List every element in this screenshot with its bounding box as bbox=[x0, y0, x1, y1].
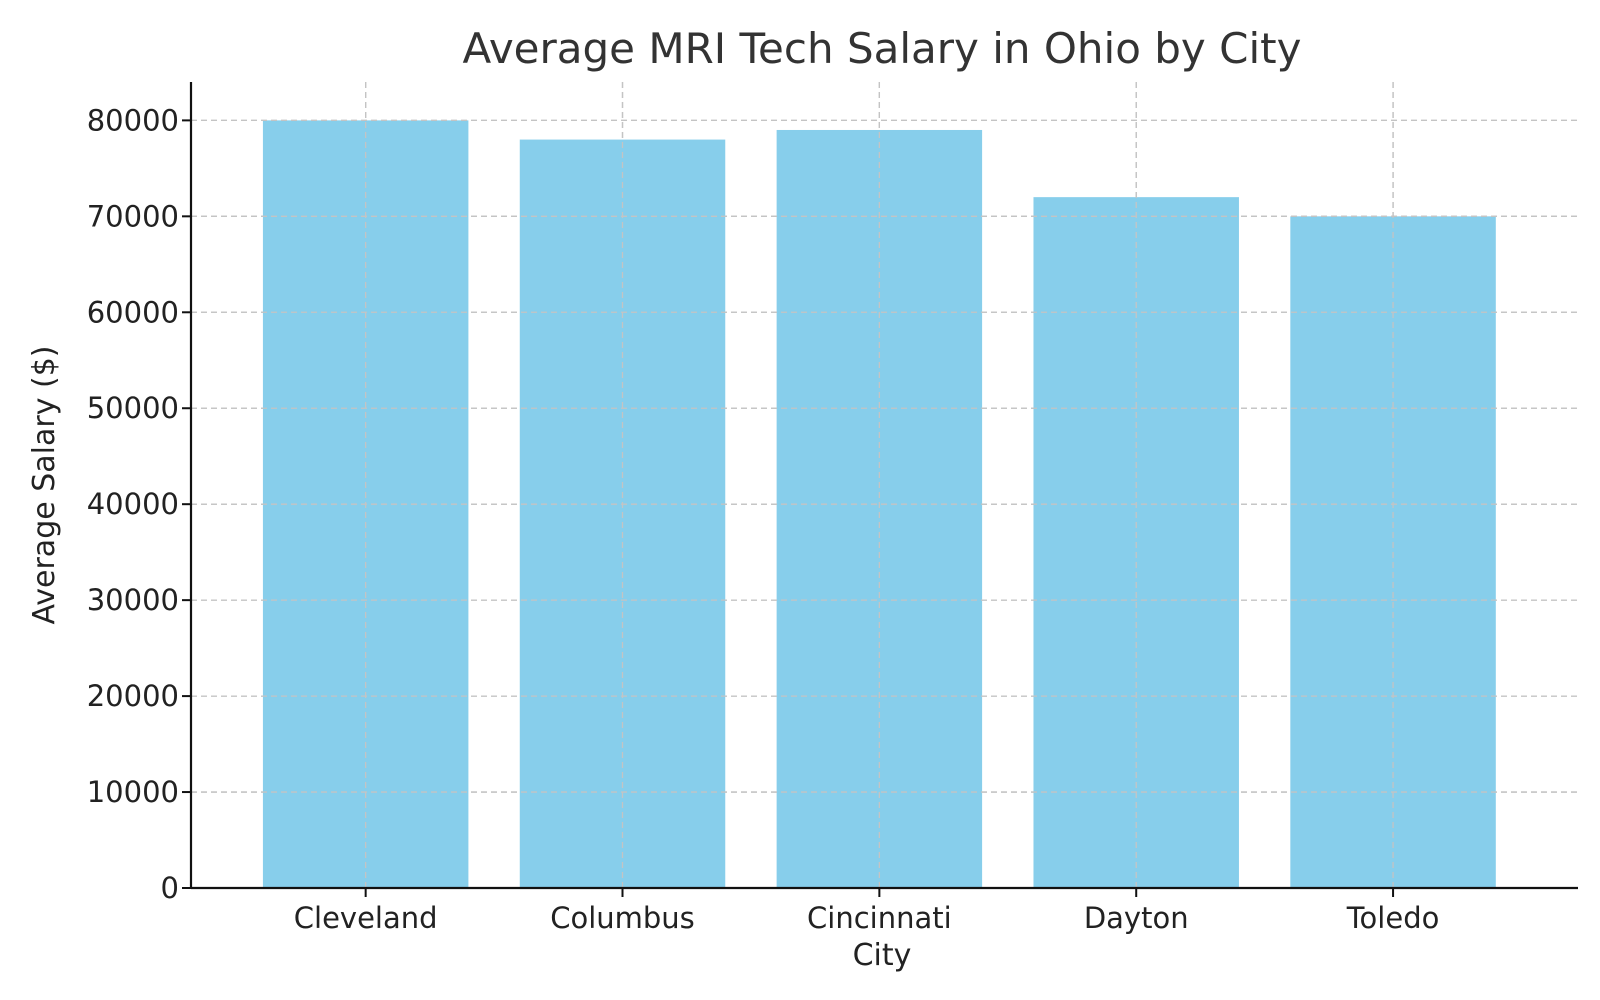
y-tick-label: 80000 bbox=[87, 103, 179, 137]
y-axis-title: Average Salary ($) bbox=[27, 346, 62, 625]
x-tick-label: Toledo bbox=[1346, 901, 1440, 935]
y-tick-label: 50000 bbox=[87, 391, 179, 425]
y-tick-label: 20000 bbox=[87, 679, 179, 713]
grid-overlay bbox=[191, 82, 1578, 888]
x-axis-title: City bbox=[853, 938, 912, 973]
y-tick-label: 40000 bbox=[87, 487, 179, 521]
x-ticks: Cleveland Columbus Cincinnati Dayton Toledo bbox=[294, 888, 1440, 935]
x-tick-label: Columbus bbox=[550, 901, 695, 935]
y-tick-label: 10000 bbox=[87, 775, 179, 809]
y-tick-label: 60000 bbox=[87, 295, 179, 329]
x-tick-label: Cleveland bbox=[294, 901, 438, 935]
y-tick-label: 70000 bbox=[87, 199, 179, 233]
y-tick-label: 0 bbox=[161, 871, 179, 905]
x-tick-label: Dayton bbox=[1084, 901, 1189, 935]
y-ticks: 0 10000 20000 30000 40000 50000 60000 70000 8000… bbox=[87, 103, 191, 905]
x-tick-label: Cincinnati bbox=[807, 901, 952, 935]
chart-title: Average MRI Tech Salary in Ohio by City bbox=[463, 24, 1302, 73]
y-tick-label: 30000 bbox=[87, 583, 179, 617]
